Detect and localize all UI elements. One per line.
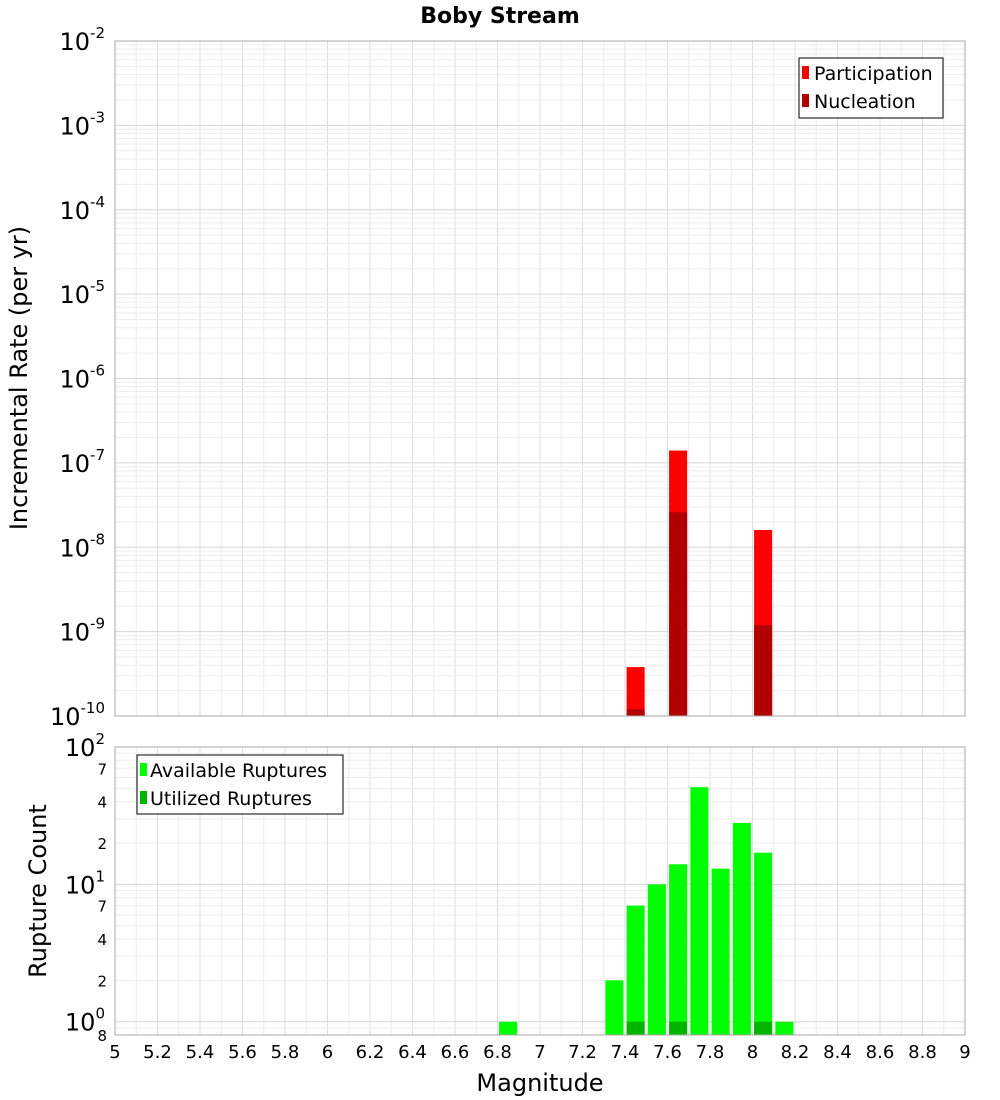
magnitude-x-tick-label: 7.4 — [611, 1042, 640, 1063]
magnitude-x-tick-label: 5.6 — [228, 1042, 257, 1063]
count-y-tick-label: 100 — [65, 1005, 105, 1037]
magnitude-x-tick-label: 7.8 — [696, 1042, 725, 1063]
rate-y-ticks: 10-10 10-9 10-8 10-7 10-6 10-5 10-4 10-3 10-2 — [50, 24, 105, 731]
magnitude-x-tick-label: 5.4 — [186, 1042, 215, 1063]
count-y-tick-label: 101 — [65, 867, 105, 899]
magnitude-x-tick-label: 8.6 — [866, 1042, 895, 1063]
rate-y-axis-label: Incremental Rate (per yr) — [5, 226, 33, 530]
available-legend-label: Available Ruptures — [150, 760, 327, 782]
magnitude-x-tick-label: 8 — [747, 1042, 758, 1063]
participation-legend-swatch — [802, 66, 809, 79]
rate-panel: 10-10 10-9 10-8 10-7 10-6 10-5 10-4 10-3 10-2 In… — [5, 24, 966, 731]
rate-legend: Participation Nucleation — [798, 57, 944, 119]
participation-legend-label: Participation — [814, 63, 933, 85]
magnitude-x-tick-label: 8.8 — [908, 1042, 937, 1063]
rate-plot-border — [114, 40, 966, 717]
magnitude-x-axis-label: Magnitude — [476, 1069, 603, 1097]
count-legend-box — [136, 754, 344, 815]
rate-y-tick-label: 10-3 — [59, 108, 105, 140]
magnitude-x-tick-label: 7.6 — [653, 1042, 682, 1063]
nucleation-legend-label: Nucleation — [814, 91, 916, 113]
utilized-legend-swatch — [140, 791, 147, 804]
available-ruptures-bar — [754, 852, 773, 1035]
magnitude-x-tick-label: 7.2 — [568, 1042, 597, 1063]
magnitude-x-tick-label: 8.4 — [823, 1042, 852, 1063]
count-bars — [499, 787, 794, 1035]
count-y-minor-label: 8 — [97, 1027, 107, 1045]
count-legend: Available Ruptures Utilized Ruptures — [136, 754, 344, 815]
nucleation-bar — [626, 709, 645, 716]
nucleation-bar — [754, 624, 773, 716]
available-legend-swatch — [140, 763, 147, 776]
magnitude-x-tick-label: 9 — [959, 1042, 970, 1063]
count-y-ticks: 100 101 102 8 2 4 7 2 4 7 — [65, 730, 107, 1045]
rate-gridlines — [114, 40, 966, 717]
magnitude-x-tick-label: 8.2 — [781, 1042, 810, 1063]
count-y-minor-label: 7 — [97, 898, 107, 916]
nucleation-legend-swatch — [802, 94, 809, 107]
utilized-ruptures-bar — [754, 1021, 773, 1035]
rate-bars — [626, 450, 773, 716]
count-y-minor-label: 4 — [97, 794, 107, 812]
magnitude-x-ticks: 5 5.2 5.4 5.6 5.8 6 6.2 6.4 6.6 6.8 7 7.2 7.4 7.6 7.8 8… — [109, 1042, 970, 1063]
magnitude-x-tick-label: 6.4 — [398, 1042, 427, 1063]
available-ruptures-bar — [669, 864, 688, 1035]
nucleation-bar — [669, 512, 688, 716]
available-ruptures-bar — [605, 980, 624, 1035]
magnitude-x-tick-label: 6 — [322, 1042, 333, 1063]
utilized-legend-label: Utilized Ruptures — [150, 788, 312, 810]
count-y-tick-label: 102 — [65, 730, 105, 762]
utilized-ruptures-bar — [669, 1021, 688, 1035]
magnitude-x-tick-label: 5.8 — [271, 1042, 300, 1063]
rate-y-tick-label: 10-5 — [59, 277, 105, 309]
magnitude-x-tick-label: 5 — [109, 1042, 120, 1063]
available-ruptures-bar — [647, 884, 666, 1035]
rate-y-tick-label: 10-9 — [59, 615, 105, 647]
rate-y-tick-label: 10-6 — [59, 362, 105, 394]
magnitude-x-tick-label: 6.8 — [483, 1042, 512, 1063]
rate-y-tick-label: 10-8 — [59, 530, 105, 562]
rate-y-tick-label: 10-7 — [59, 446, 105, 478]
rate-y-tick-label: 10-4 — [59, 193, 105, 225]
chart-title: Boby Stream — [420, 4, 580, 29]
magnitude-x-tick-label: 5.2 — [143, 1042, 172, 1063]
count-y-minor-label: 7 — [97, 760, 107, 778]
magnitude-x-tick-label: 7 — [534, 1042, 545, 1063]
count-y-minor-label: 4 — [97, 931, 107, 949]
rate-legend-box — [798, 57, 944, 119]
available-ruptures-bar — [775, 1021, 794, 1035]
magnitude-x-tick-label: 6.2 — [356, 1042, 385, 1063]
count-y-axis-label: Rupture Count — [24, 804, 52, 978]
available-ruptures-bar — [499, 1021, 518, 1035]
utilized-ruptures-bar — [626, 1021, 645, 1035]
available-ruptures-bar — [690, 787, 709, 1035]
count-y-minor-label: 2 — [97, 972, 107, 990]
rate-y-tick-label: 10-10 — [50, 699, 105, 731]
available-ruptures-bar — [732, 822, 751, 1035]
count-panel: 100 101 102 8 2 4 7 2 4 7 5 5.2 5.4 5.6 5.8 6 6.2 6.4 6.6… — [24, 730, 971, 1097]
count-y-minor-label: 2 — [97, 835, 107, 853]
count-plot-border — [114, 746, 966, 1036]
participation-bar — [626, 667, 645, 716]
rate-y-tick-label: 10-2 — [59, 24, 105, 56]
available-ruptures-bar — [626, 905, 645, 1035]
available-ruptures-bar — [711, 868, 730, 1035]
magnitude-x-tick-label: 6.6 — [441, 1042, 470, 1063]
